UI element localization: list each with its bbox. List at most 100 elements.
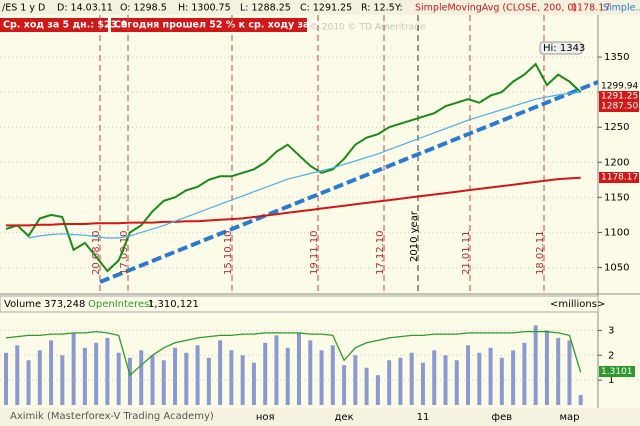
study[interactable]: SimpleMovingAvg (CLOSE, 200, 0) xyxy=(415,3,577,14)
volume-bar xyxy=(308,340,313,405)
volume-bar xyxy=(184,352,189,405)
volume-bar xyxy=(375,375,380,405)
volume-bar xyxy=(420,362,425,405)
volume-bar xyxy=(37,350,42,405)
volume-bar xyxy=(71,332,76,405)
footer: Aximik (Masterforex-V Trading Academy) xyxy=(10,411,214,422)
y-tick-label: 1350 xyxy=(604,52,629,63)
y-tick-label: 1050 xyxy=(604,262,629,273)
y-field: Y: xyxy=(394,3,403,14)
volume-bar xyxy=(533,325,538,405)
volume-bar xyxy=(330,345,335,405)
volume-bar xyxy=(285,347,290,405)
volume-bar xyxy=(139,350,144,405)
price-label: 1291.25 xyxy=(601,92,638,102)
banner xyxy=(0,18,108,32)
volume-bar xyxy=(499,357,504,405)
volume-bar xyxy=(297,332,301,405)
x-tick-label: фев xyxy=(492,412,513,423)
volume-bar xyxy=(556,337,561,405)
volume-bar xyxy=(578,395,583,405)
units: <millions> xyxy=(550,299,605,310)
volume-bar xyxy=(567,340,572,405)
oi-label: OpenInterest xyxy=(88,299,153,310)
date-label: 17.12.10 xyxy=(375,230,386,275)
volume-bar xyxy=(274,335,279,405)
x-tick-label: дек xyxy=(335,412,354,423)
trend-line[interactable] xyxy=(99,80,599,284)
x-tick-label: мар xyxy=(559,412,579,423)
volume-header xyxy=(0,295,599,313)
y-tick-label: 1250 xyxy=(604,122,629,133)
volume-bar xyxy=(488,347,493,405)
volume-value: 373,248 xyxy=(44,299,85,310)
banner-text: Сегодня прошел 52 % к ср. ходу за 5 дн. xyxy=(114,20,341,31)
date-label: 17.09.10 xyxy=(119,230,130,275)
hi-box xyxy=(539,41,583,55)
volume-bar xyxy=(116,352,121,405)
volume-bar xyxy=(195,345,200,405)
volume-bar xyxy=(432,350,437,405)
high: H: 1300.75 xyxy=(178,3,231,14)
volume-bar xyxy=(4,352,8,405)
volume-bar xyxy=(251,362,256,405)
hi-label: Hi: 1343 xyxy=(543,43,585,54)
y-tick-label: 1200 xyxy=(604,157,629,168)
volume-bar xyxy=(387,360,392,405)
y-tick-label: 2 xyxy=(608,350,614,361)
y-tick-label: 1150 xyxy=(604,192,629,203)
volume-bar xyxy=(161,360,166,405)
volume-bar xyxy=(173,347,178,405)
volume-bar xyxy=(94,342,99,405)
volume-bar xyxy=(263,342,268,405)
volume-bar xyxy=(60,355,65,405)
low: L: 1288.25 xyxy=(240,3,291,14)
series-line xyxy=(5,62,582,273)
volume-bar xyxy=(398,357,403,405)
study-value: 1178.17 xyxy=(571,3,610,14)
volume-bar xyxy=(443,355,448,405)
volume-bar xyxy=(15,345,20,405)
volume-bar xyxy=(206,357,211,405)
volume-bar xyxy=(511,350,516,405)
price-label: 1178.17 xyxy=(601,173,638,183)
volume-bar xyxy=(26,360,31,405)
volume-bar xyxy=(240,355,245,405)
date-label: 18.02.11 xyxy=(535,230,546,275)
date-label: 15.10.10 xyxy=(223,230,234,275)
volume-bar xyxy=(105,337,110,405)
x-tick-label: 11 xyxy=(417,412,430,423)
series-line xyxy=(5,330,582,377)
price-label-box xyxy=(599,91,639,102)
volume-bar xyxy=(218,340,223,405)
study2[interactable]: Simple... xyxy=(603,3,640,14)
volume-bar xyxy=(319,350,324,405)
volume-label: Volume xyxy=(4,299,41,310)
price-label: 1287.50 xyxy=(601,102,638,112)
volume-bar xyxy=(544,330,549,405)
footer-bar xyxy=(0,408,640,426)
volume-bar xyxy=(229,350,234,405)
volume-bar xyxy=(342,365,347,405)
range: R: 12.5 xyxy=(361,3,395,14)
price-label-box xyxy=(599,101,639,112)
date-label: 19.11.10 xyxy=(309,230,320,275)
volume-bar xyxy=(454,360,459,405)
close: C: 1291.25 xyxy=(300,3,352,14)
volume-bar xyxy=(409,352,414,405)
watermark: © 2010 © TD Ameritrade xyxy=(310,23,426,33)
date-label: 21.01.11 xyxy=(461,230,472,275)
y-tick-label: 3 xyxy=(608,325,614,336)
oi-last: 1.3101 xyxy=(601,367,633,377)
banner xyxy=(111,18,307,32)
price-label-box xyxy=(599,172,639,183)
volume-bar xyxy=(522,342,527,405)
volume-bar xyxy=(127,357,132,405)
symbol[interactable]: /ES 1 y D xyxy=(2,3,45,14)
y-tick-label: 1100 xyxy=(604,227,629,238)
oi-value: 1,310,121 xyxy=(148,299,199,310)
volume-bar xyxy=(82,347,87,405)
banner-text: Ср. ход за 5 дн.: $23.9 xyxy=(3,20,127,31)
price-label-box xyxy=(599,81,639,92)
